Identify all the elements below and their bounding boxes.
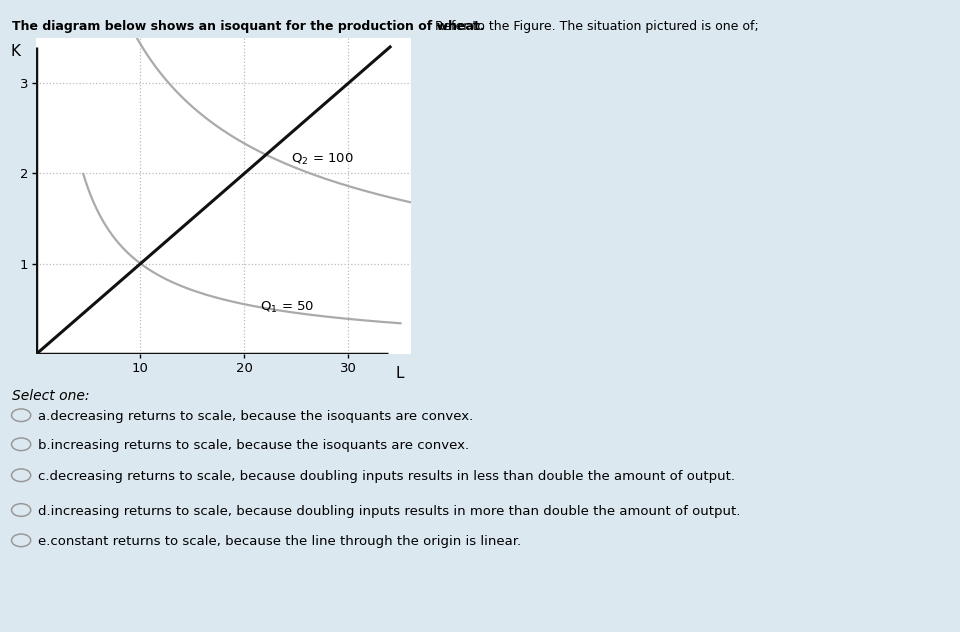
Text: c.decreasing returns to scale, because doubling inputs results in less than doub: c.decreasing returns to scale, because d… (38, 470, 735, 483)
Text: Q$_1$ = 50: Q$_1$ = 50 (260, 300, 314, 315)
Text: The diagram below shows an isoquant for the production of wheat.: The diagram below shows an isoquant for … (12, 20, 484, 33)
Text: a.decreasing returns to scale, because the isoquants are convex.: a.decreasing returns to scale, because t… (38, 410, 473, 423)
Text: d.increasing returns to scale, because doubling inputs results in more than doub: d.increasing returns to scale, because d… (38, 505, 741, 518)
Text: Refer to the Figure. The situation pictured is one of;: Refer to the Figure. The situation pictu… (431, 20, 758, 33)
Text: Select one:: Select one: (12, 389, 89, 403)
Text: L: L (396, 367, 404, 381)
Text: K: K (11, 44, 21, 59)
Text: b.increasing returns to scale, because the isoquants are convex.: b.increasing returns to scale, because t… (38, 439, 469, 453)
Text: Q$_2$ = 100: Q$_2$ = 100 (291, 152, 354, 167)
Text: e.constant returns to scale, because the line through the origin is linear.: e.constant returns to scale, because the… (38, 535, 521, 549)
